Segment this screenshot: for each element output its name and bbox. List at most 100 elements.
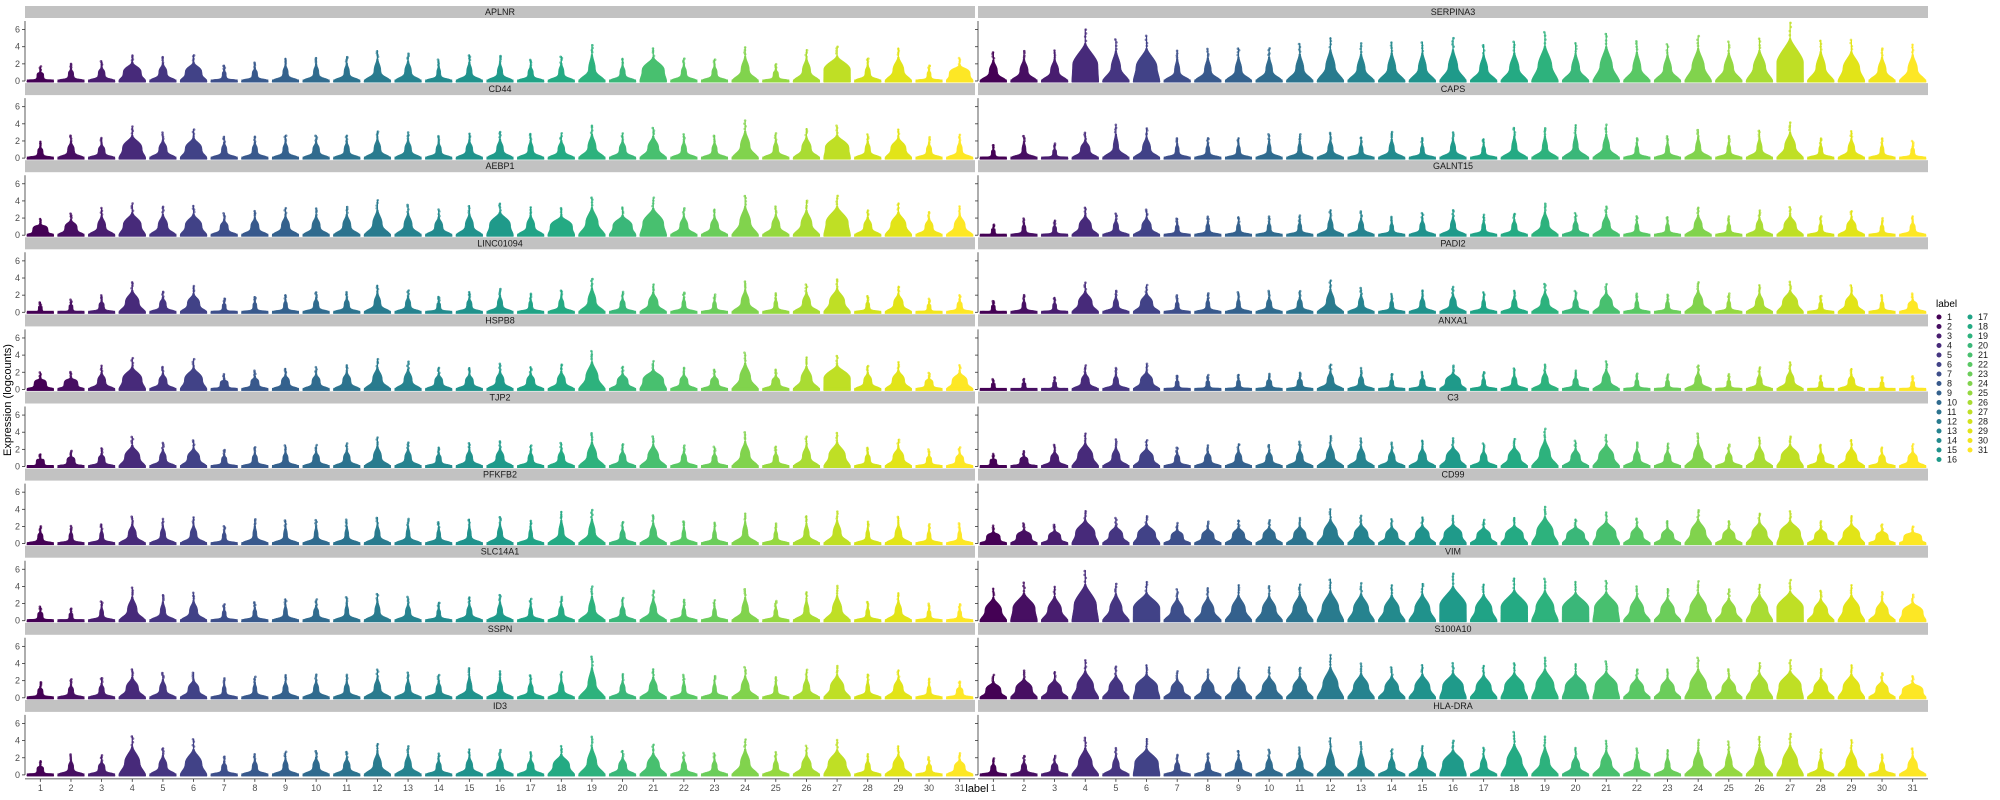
violin-group bbox=[823, 664, 851, 700]
violin-base-points bbox=[1684, 619, 1712, 623]
violin bbox=[241, 452, 269, 468]
violin-point bbox=[252, 373, 256, 377]
violin-point bbox=[1084, 510, 1088, 513]
violin-point bbox=[1145, 129, 1149, 132]
violin-point bbox=[1727, 674, 1731, 677]
violin bbox=[731, 205, 759, 237]
violin-point bbox=[590, 50, 594, 54]
violin-base-points bbox=[517, 465, 545, 468]
violin-point bbox=[744, 203, 748, 206]
violin-point bbox=[467, 290, 471, 294]
violin bbox=[578, 667, 606, 700]
violin-point bbox=[1819, 48, 1823, 51]
violin-point bbox=[39, 762, 42, 766]
violin-base-points bbox=[1684, 233, 1712, 237]
violin-group bbox=[1439, 131, 1467, 160]
violin-point bbox=[835, 517, 839, 520]
violin-base-points bbox=[823, 773, 851, 777]
violin-point bbox=[1910, 679, 1914, 683]
violin-point bbox=[682, 678, 685, 682]
violin-point bbox=[1451, 436, 1455, 440]
violin-point bbox=[560, 447, 564, 450]
violin-point bbox=[1543, 367, 1547, 370]
violin-point bbox=[590, 349, 593, 353]
violin-group bbox=[1163, 293, 1191, 314]
violin-group bbox=[1132, 208, 1161, 237]
violin-point bbox=[406, 210, 409, 214]
violin-point bbox=[896, 366, 900, 370]
violin bbox=[179, 679, 208, 700]
violin-base-points bbox=[915, 619, 943, 623]
violin-point bbox=[992, 760, 995, 763]
violin-group bbox=[1377, 373, 1406, 391]
violin bbox=[333, 371, 361, 391]
violin-point bbox=[498, 673, 502, 677]
strip-label: PADI2 bbox=[1440, 238, 1465, 248]
violin-point bbox=[836, 194, 840, 198]
violin-base-points bbox=[1286, 619, 1314, 623]
violin-point bbox=[1757, 133, 1761, 136]
violin-group bbox=[118, 281, 146, 314]
violin-point bbox=[713, 525, 716, 528]
violin-point bbox=[222, 452, 226, 455]
strip-background bbox=[978, 160, 1928, 173]
violin-point bbox=[38, 374, 41, 378]
violin bbox=[1255, 526, 1283, 545]
violin-point bbox=[590, 279, 593, 283]
violin-point bbox=[927, 759, 931, 763]
violin-group bbox=[1010, 669, 1038, 700]
violin bbox=[1163, 299, 1191, 314]
violin-base-points bbox=[210, 696, 238, 700]
violin-point bbox=[1911, 296, 1914, 299]
violin-group bbox=[1623, 517, 1651, 546]
violin-group bbox=[210, 755, 238, 777]
violin-group bbox=[1316, 131, 1345, 160]
violin-point bbox=[590, 436, 594, 439]
violin-point bbox=[1084, 741, 1088, 745]
violin-point bbox=[222, 528, 226, 532]
violin-point bbox=[804, 519, 808, 523]
violin-point bbox=[253, 209, 256, 213]
violin-point bbox=[866, 752, 870, 756]
violin-point bbox=[284, 62, 288, 65]
violin bbox=[1286, 593, 1314, 622]
violin-base-points bbox=[180, 542, 208, 546]
violin-point bbox=[1084, 32, 1088, 35]
violin bbox=[762, 451, 790, 468]
violin-group bbox=[118, 435, 146, 468]
violin-group bbox=[1776, 361, 1804, 391]
violin-base-points bbox=[1378, 696, 1406, 700]
violin-point bbox=[620, 294, 624, 298]
violin-group bbox=[1745, 37, 1774, 83]
violin-point bbox=[131, 737, 135, 740]
violin-point bbox=[376, 357, 380, 361]
violin-base-points bbox=[486, 387, 514, 391]
violin bbox=[1592, 443, 1620, 468]
violin-point bbox=[1237, 519, 1241, 523]
strip-background bbox=[25, 314, 975, 327]
violin-group bbox=[547, 441, 576, 468]
violin-point bbox=[1849, 372, 1853, 375]
violin-base-points bbox=[884, 310, 912, 314]
violin-base-points bbox=[1470, 696, 1498, 700]
violin-point bbox=[161, 293, 164, 296]
violin-base-points bbox=[26, 773, 54, 777]
violin-point bbox=[1849, 129, 1853, 133]
violin-point bbox=[192, 364, 195, 368]
violin-point bbox=[1788, 125, 1791, 129]
violin-point bbox=[712, 135, 716, 139]
strip-label: VIM bbox=[1445, 547, 1461, 557]
violin bbox=[547, 519, 576, 545]
violin-point bbox=[1512, 519, 1516, 523]
violin-base-points bbox=[1439, 387, 1467, 391]
violin-point bbox=[1911, 50, 1914, 54]
violin-base-points bbox=[180, 310, 208, 314]
violin-group bbox=[1531, 577, 1559, 623]
y-tick-label: 6 bbox=[15, 256, 20, 266]
violin-point bbox=[1788, 280, 1792, 284]
y-tick-label: 2 bbox=[15, 213, 20, 223]
violin-base-points bbox=[915, 387, 943, 391]
violin-group bbox=[363, 357, 392, 391]
violin-point bbox=[1053, 51, 1056, 55]
